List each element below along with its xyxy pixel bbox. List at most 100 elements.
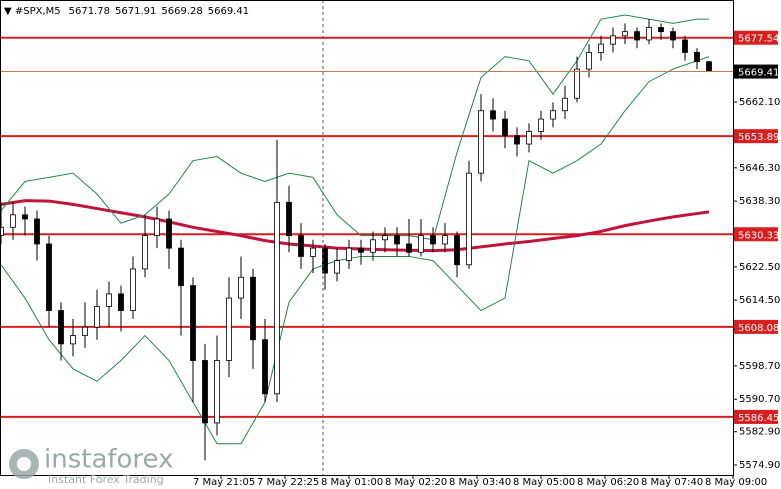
watermark-name: instaforex bbox=[44, 445, 173, 475]
candle-body bbox=[622, 31, 628, 37]
x-tick-label: 8 May 03:40 bbox=[449, 477, 511, 488]
candle-body bbox=[598, 43, 604, 53]
candle-body bbox=[58, 310, 64, 345]
candle-body bbox=[202, 360, 208, 424]
candle-body bbox=[694, 52, 700, 63]
header-open: 5671.78 bbox=[69, 6, 110, 17]
header-low: 5669.28 bbox=[161, 6, 202, 17]
candle-body bbox=[310, 247, 316, 257]
candle-body bbox=[370, 239, 376, 253]
candle-body bbox=[298, 235, 304, 257]
candle-body bbox=[226, 297, 232, 361]
candle-body bbox=[154, 218, 160, 237]
candle-body bbox=[82, 326, 88, 336]
candle-body bbox=[586, 52, 592, 70]
candle-body bbox=[262, 339, 268, 395]
candle-body bbox=[22, 214, 28, 220]
candle-body bbox=[574, 68, 580, 99]
candle-body bbox=[706, 61, 712, 72]
candle-body bbox=[466, 172, 472, 266]
y-tick-label: 5574.90 bbox=[739, 460, 780, 471]
candle-body bbox=[106, 293, 112, 307]
candle-body bbox=[142, 235, 148, 270]
candle-body bbox=[358, 247, 364, 253]
header-high: 5671.91 bbox=[115, 6, 156, 17]
candle-body bbox=[382, 235, 388, 241]
candle-body bbox=[190, 285, 196, 361]
logo-icon-center bbox=[17, 457, 31, 471]
price-label-box bbox=[734, 64, 778, 79]
plot-frame bbox=[0, 0, 734, 476]
candle-body bbox=[442, 235, 448, 245]
candle-body bbox=[394, 235, 400, 245]
candle-body bbox=[430, 235, 436, 245]
y-tick-label: 5646.30 bbox=[739, 163, 780, 174]
candle-body bbox=[646, 27, 652, 41]
y-tick-label: 5582.90 bbox=[739, 427, 780, 438]
candle-body bbox=[238, 276, 244, 299]
x-tick-label: 8 May 02:20 bbox=[385, 477, 447, 488]
candle-body bbox=[34, 218, 40, 245]
candle-body bbox=[346, 247, 352, 262]
level-label-box bbox=[734, 129, 778, 144]
watermark-tagline: Instant Forex Trading bbox=[48, 473, 164, 486]
symbol: #SPX,M5 bbox=[15, 6, 61, 17]
candle-body bbox=[130, 268, 136, 311]
watermark: instaforex Instant Forex Trading bbox=[9, 445, 173, 486]
x-tick-label: 7 May 22:25 bbox=[257, 477, 319, 488]
candle-body bbox=[562, 97, 568, 112]
level-label-box bbox=[734, 319, 778, 334]
candle-body bbox=[682, 39, 688, 53]
candle-body bbox=[214, 360, 220, 424]
x-tick-label: 7 May 21:05 bbox=[193, 477, 255, 488]
candle-body bbox=[514, 135, 520, 145]
candle-body bbox=[502, 118, 508, 137]
y-tick-label: 5622.50 bbox=[739, 262, 780, 273]
candle-body bbox=[46, 243, 52, 311]
level-label-box bbox=[734, 30, 778, 45]
candle-body bbox=[286, 201, 292, 237]
level-label: 5630.33 bbox=[738, 230, 779, 241]
level-label-box bbox=[734, 227, 778, 242]
y-tick-label: 5662.10 bbox=[739, 97, 780, 108]
y-tick-label: 5638.30 bbox=[739, 196, 780, 207]
candle-body bbox=[658, 27, 664, 33]
candle-body bbox=[478, 110, 484, 174]
header: ▼ #SPX,M5 5671.78 5671.91 5669.28 5669.41 bbox=[4, 6, 249, 17]
y-tick-label: 5614.50 bbox=[739, 295, 780, 306]
candle-body bbox=[670, 31, 676, 41]
y-tick-label: 5590.70 bbox=[739, 394, 780, 405]
candle-body bbox=[418, 235, 424, 253]
candle-body bbox=[166, 218, 172, 249]
candle-body bbox=[526, 131, 532, 145]
level-label: 5653.89 bbox=[738, 132, 779, 143]
price-label: 5669.41 bbox=[738, 68, 779, 79]
candle-body bbox=[634, 31, 640, 41]
x-tick-label: 8 May 06:20 bbox=[577, 477, 639, 488]
candle-body bbox=[610, 35, 616, 45]
level-label: 5677.54 bbox=[738, 34, 779, 45]
header-close: 5669.41 bbox=[208, 6, 249, 17]
bollinger-band bbox=[0, 14, 709, 241]
candle-body bbox=[550, 110, 556, 120]
level-label-box bbox=[734, 409, 778, 424]
level-label: 5586.45 bbox=[738, 413, 779, 424]
x-tick-label: 8 May 07:40 bbox=[641, 477, 703, 488]
candle-body bbox=[94, 305, 100, 328]
x-tick-label: 8 May 01:00 bbox=[321, 477, 383, 488]
y-tick-label: 5598.70 bbox=[739, 361, 780, 372]
x-tick-label: 8 May 05:00 bbox=[513, 477, 575, 488]
level-label: 5608.08 bbox=[738, 323, 779, 334]
candle-body bbox=[10, 214, 16, 228]
candle-body bbox=[70, 335, 76, 345]
candle-body bbox=[538, 118, 544, 132]
candle-body bbox=[454, 235, 460, 266]
candle-body bbox=[118, 293, 124, 311]
candle-body bbox=[274, 201, 280, 395]
header-arrow: ▼ bbox=[4, 6, 15, 17]
candle-body bbox=[250, 276, 256, 341]
candle-body bbox=[406, 243, 412, 253]
candle-body bbox=[490, 110, 496, 120]
